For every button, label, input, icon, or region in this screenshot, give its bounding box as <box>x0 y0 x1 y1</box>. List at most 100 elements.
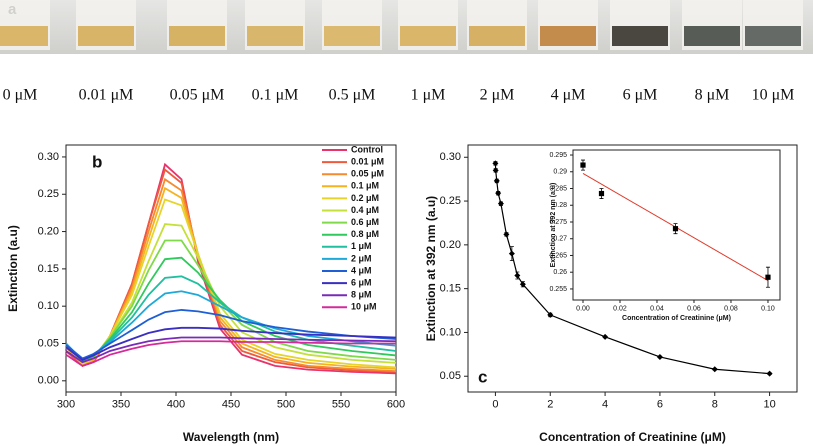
data-point <box>765 274 771 280</box>
chart: 0.00 0.02 0.04 0.06 0.08 0.10 0.255 0.26 0.265 0.… <box>549 149 781 322</box>
x-tick-label: 0.08 <box>724 305 738 312</box>
y-tick-label: 0.26 <box>553 269 567 276</box>
y-tick-label: 0.00 <box>38 375 59 387</box>
y-tick-label: 0.295 <box>549 152 567 159</box>
y-tick-label: 0.20 <box>38 225 59 237</box>
x-tick-label: 600 <box>387 399 405 411</box>
chart: 300 350 400 450 500 550 600 0.00 0.05 0.10 0.15 0.2… <box>6 144 405 444</box>
data-point <box>656 353 663 360</box>
x-tick-label: 350 <box>112 399 130 411</box>
legend-label: 2 μM <box>351 253 372 263</box>
concentration-label: 6 μM <box>623 87 658 104</box>
x-tick-label: 6 <box>657 399 663 411</box>
data-point <box>547 311 554 318</box>
vial-liquid <box>0 26 48 46</box>
x-tick-label: 0 <box>492 399 498 411</box>
x-tick-label: 400 <box>167 399 185 411</box>
y-tick-label: 0.30 <box>440 151 461 163</box>
legend-label: 1 μM <box>351 241 372 251</box>
legend-label: 0.2 μM <box>351 193 379 203</box>
y-tick-label: 0.05 <box>38 337 59 349</box>
concentration-label: 10 μM <box>752 87 795 104</box>
spectrum-line <box>65 326 397 361</box>
data-point <box>672 226 679 232</box>
legend-label: 0.01 μM <box>351 156 384 166</box>
y-tick-label: 0.25 <box>440 195 461 207</box>
data-point <box>492 160 499 167</box>
y-axis-label: Extinction at 392 nm (a.u) <box>550 183 557 268</box>
data-point <box>492 167 499 174</box>
legend-label: 4 μM <box>351 265 372 275</box>
data-point <box>602 333 609 340</box>
x-axis-label: Concentration of Creatinine (μM) <box>539 430 726 444</box>
legend-label: 0.1 μM <box>351 181 379 191</box>
x-tick-label: 10 <box>763 399 775 411</box>
y-tick-label: 0.15 <box>440 283 461 295</box>
y-tick-label: 0.15 <box>38 263 59 275</box>
chart: 0 2 4 6 8 10 0.05 0.10 0.15 0.20 0.25 0.30 Concentra… <box>424 144 798 444</box>
y-tick-label: 0.10 <box>440 326 461 338</box>
legend-label: 0.8 μM <box>351 229 379 239</box>
concentration-label: 0.01 μM <box>79 87 134 104</box>
y-tick-label: 0.10 <box>38 300 59 312</box>
vial-liquid <box>745 26 801 46</box>
y-tick-label: 0.05 <box>440 370 461 382</box>
y-tick-label: 0.255 <box>549 286 567 293</box>
data-point <box>514 272 521 279</box>
plot-frame <box>467 144 798 393</box>
concentration-label: 0.1 μM <box>252 87 299 104</box>
data-point <box>598 190 605 197</box>
x-tick-label: 500 <box>277 399 295 411</box>
concentration-label: 8 μM <box>695 87 730 104</box>
y-tick-label: 0.29 <box>553 169 567 176</box>
legend-label: 0.05 μM <box>351 169 384 179</box>
vial-liquid <box>400 26 456 46</box>
vial-liquid <box>612 26 668 46</box>
data-point <box>497 200 504 207</box>
y-tick-label: 0.285 <box>549 185 567 192</box>
vial-liquid <box>247 26 303 46</box>
data-point <box>711 366 718 373</box>
vial-liquid <box>540 26 596 46</box>
concentration-label: 2 μM <box>480 87 515 104</box>
x-axis-label: Concentration of Creatinine (μM) <box>622 315 731 322</box>
vial-liquid <box>684 26 740 46</box>
legend-label: 0.4 μM <box>351 205 379 215</box>
y-tick-label: 0.28 <box>553 202 567 209</box>
y-axis-label: Extinction at 392 nm (a.u) <box>424 196 438 341</box>
concentration-label: 0 μM <box>3 87 38 104</box>
spectrum-line <box>65 340 396 367</box>
concentration-label: 0.5 μM <box>329 87 376 104</box>
panel-label: b <box>92 152 102 171</box>
data-point <box>508 250 515 257</box>
legend-label: 10 μM <box>351 302 377 312</box>
x-tick-label: 550 <box>332 399 350 411</box>
x-tick-label: 0.00 <box>576 305 590 312</box>
y-tick-label: 0.275 <box>549 219 567 226</box>
x-axis-label: Wavelength (nm) <box>183 430 279 444</box>
x-tick-label: 0.06 <box>687 305 701 312</box>
concentration-label: 4 μM <box>551 87 586 104</box>
y-tick-label: 0.27 <box>553 236 567 243</box>
plot-frame <box>572 149 781 301</box>
concentration-label: 1 μM <box>411 87 446 104</box>
vial-liquid <box>324 26 380 46</box>
x-tick-label: 0.10 <box>761 305 775 312</box>
vial-liquid <box>469 26 525 46</box>
x-tick-label: 8 <box>712 399 718 411</box>
panel-label: c <box>478 367 487 386</box>
x-tick-label: 0.02 <box>613 305 627 312</box>
legend-label: 6 μM <box>351 277 372 287</box>
x-tick-label: 300 <box>57 399 75 411</box>
x-tick-label: 450 <box>222 399 240 411</box>
concentration-label: 0.05 μM <box>170 87 225 104</box>
y-tick-label: 0.265 <box>549 252 567 259</box>
data-point <box>519 281 526 288</box>
x-tick-label: 0.04 <box>650 305 664 312</box>
spectrum-line <box>65 336 397 364</box>
data-point <box>503 231 510 238</box>
y-tick-label: 0.20 <box>440 239 461 251</box>
y-tick-label: 0.30 <box>38 151 59 163</box>
x-tick-label: 4 <box>602 399 608 411</box>
data-point <box>495 190 502 197</box>
